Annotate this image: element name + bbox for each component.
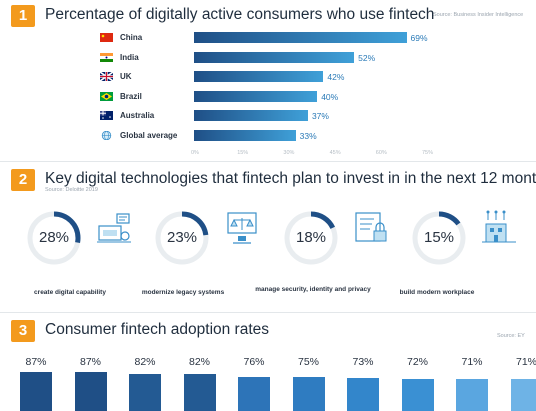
- data-label: 40%: [321, 91, 339, 102]
- category-label: build modern workplace: [399, 289, 475, 296]
- uk-flag-icon: [100, 72, 113, 81]
- section-3-badge: 3: [11, 320, 35, 342]
- data-label: 71%: [461, 356, 483, 368]
- bar: [194, 51, 355, 63]
- category-label: create digital capability: [34, 289, 106, 296]
- tick-label: 0%: [191, 150, 199, 156]
- data-label: 37%: [311, 111, 329, 121]
- data-label: 76%: [243, 356, 265, 368]
- data-label: 82%: [188, 356, 210, 368]
- data-label: 69%: [410, 33, 428, 43]
- donut: 15%: [409, 208, 469, 268]
- bar: [74, 372, 107, 411]
- china-flag-icon: [100, 33, 113, 42]
- digital-capability-icon: [97, 213, 131, 243]
- divider: [0, 312, 536, 313]
- section-2-title: Key digital technologies that fintech pl…: [45, 170, 536, 187]
- bar: [194, 129, 296, 141]
- india-flag-icon: [100, 52, 113, 62]
- divider: [0, 161, 536, 162]
- data-label: 87%: [79, 356, 101, 368]
- bar: [194, 32, 407, 43]
- data-label: 72%: [406, 356, 428, 368]
- donut-ring: [284, 211, 338, 265]
- donut-slice: [412, 211, 466, 265]
- donut-ring: [155, 211, 209, 265]
- section-3-title: Consumer fintech adoption rates: [45, 321, 270, 338]
- category-label: UK: [120, 72, 132, 81]
- globe-icon: [101, 130, 112, 140]
- section-1-source: Source: Business Insider Intelligence: [433, 12, 524, 18]
- bar: [347, 378, 379, 411]
- bar: [194, 90, 318, 102]
- tick-label: 45%: [329, 150, 341, 156]
- bar: [183, 374, 216, 411]
- australia-flag-icon: [100, 111, 113, 120]
- category-label: India: [120, 52, 139, 62]
- data-label: 82%: [134, 356, 156, 368]
- section-1-title: Percentage of digitally active consumers…: [45, 6, 435, 23]
- brazil-flag-icon: [100, 91, 113, 101]
- tick-label: 15%: [237, 150, 249, 156]
- bar: [456, 379, 488, 411]
- category-label: Australia: [120, 111, 155, 120]
- section-2-badge: 2: [11, 169, 35, 191]
- tick-label: 30%: [283, 150, 295, 156]
- bar: [194, 71, 324, 82]
- bar: [401, 378, 434, 411]
- category-label: modernize legacy systems: [141, 289, 225, 296]
- section-2-source: Source: Deloitte 2019: [45, 187, 98, 193]
- bar: [194, 110, 308, 121]
- data-label: 28%: [38, 229, 70, 246]
- section-3-source: Source: EY: [497, 333, 525, 339]
- data-label: 73%: [352, 356, 374, 368]
- section-1-badge: 1: [11, 5, 35, 27]
- data-label: 15%: [423, 229, 455, 246]
- bar: [510, 379, 536, 411]
- tick-label: 75%: [422, 150, 434, 156]
- data-label: 71%: [515, 356, 536, 368]
- data-label: 52%: [358, 52, 376, 63]
- category-label: manage security, identity and privacy: [255, 286, 371, 293]
- security-icon: [355, 212, 387, 242]
- donut: 28%: [24, 208, 84, 268]
- data-label: 87%: [25, 356, 47, 368]
- category-label: Global average: [120, 130, 178, 140]
- legacy-systems-icon: [227, 212, 257, 244]
- tick-label: 60%: [375, 150, 387, 156]
- data-label: 42%: [327, 72, 345, 82]
- category-label: China: [120, 33, 143, 42]
- donut-ring: [27, 211, 81, 265]
- donut-ring: [412, 211, 466, 265]
- data-label: 33%: [299, 130, 317, 141]
- bar: [129, 374, 161, 411]
- donut: 23%: [152, 208, 212, 268]
- donut-slice: [155, 211, 209, 265]
- data-label: 75%: [297, 356, 319, 368]
- category-label: Brazil: [120, 91, 142, 101]
- bar: [238, 376, 270, 411]
- workplace-icon: [482, 210, 516, 243]
- bar: [292, 377, 325, 411]
- data-label: 23%: [166, 229, 198, 246]
- data-label: 18%: [295, 229, 327, 246]
- donut: 18%: [281, 208, 341, 268]
- donut-slice: [284, 211, 338, 265]
- donut-slice: [27, 211, 81, 265]
- bar: [20, 372, 52, 411]
